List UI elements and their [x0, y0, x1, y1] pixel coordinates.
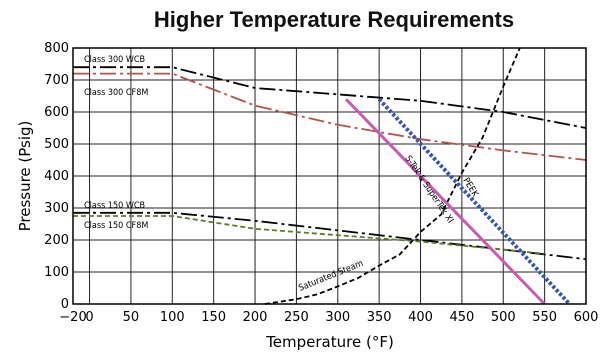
x-tick-label: 150: [201, 310, 226, 325]
series-c150wcb-line: [73, 211, 587, 261]
x-tick-label: 350: [367, 310, 392, 325]
y-tick-label: 800: [44, 41, 69, 56]
label-class-300-cf8m: Class 300 CF8M: [84, 88, 148, 98]
series-c300cf8m-line: [73, 72, 587, 161]
x-tick-label: 300: [325, 310, 350, 325]
x-tick-label: 500: [491, 310, 516, 325]
x-ticks: −200 50 100 150 200 250 300 350 400 450 500 550 600: [59, 310, 598, 325]
x-tick-label: 50: [123, 310, 140, 325]
y-tick-label: 0: [61, 297, 69, 312]
x-axis-label: Temperature (°F): [265, 333, 394, 351]
series-peek-line: [377, 97, 571, 306]
y-tick-label: 700: [44, 73, 69, 88]
series-stek-line: [344, 98, 546, 306]
x-tick-label: 200: [243, 310, 268, 325]
y-tick-label: 200: [44, 233, 69, 248]
label-class-150-cf8m: Class 150 CF8M: [84, 221, 148, 231]
series-c150cf8m-line: [73, 215, 545, 255]
x-tick-label: 0: [85, 310, 93, 325]
x-tick-label: 400: [408, 310, 433, 325]
label-class-300-wcb: Class 300 WCB: [84, 55, 145, 65]
series-steam-line: [264, 47, 521, 305]
x-tick-label: 600: [574, 310, 599, 325]
x-tick-label: 250: [284, 310, 309, 325]
x-tick-label: 100: [160, 310, 185, 325]
series-lines: [73, 47, 587, 306]
y-tick-label: 600: [44, 105, 69, 120]
y-tick-label: 400: [44, 169, 69, 184]
y-tick-label: 300: [44, 201, 69, 216]
chart-title: Higher Temperature Requirements: [154, 7, 514, 32]
x-tick-label: 550: [532, 310, 557, 325]
y-tick-label: 500: [44, 137, 69, 152]
y-tick-label: 100: [44, 265, 69, 280]
series-c300wcb-line: [73, 66, 587, 129]
x-tick-label: −20: [59, 310, 86, 325]
plot-frame: [72, 47, 587, 305]
y-axis-label: Pressure (Psig): [16, 121, 34, 232]
x-tick-label: 450: [449, 310, 474, 325]
y-ticks: 0 100 200 300 400 500 600 700 800: [44, 41, 69, 312]
label-stek-supertek: S-Tek & SuperTek XI: [403, 154, 456, 225]
label-class-150-wcb: Class 150 WCB: [84, 201, 145, 211]
